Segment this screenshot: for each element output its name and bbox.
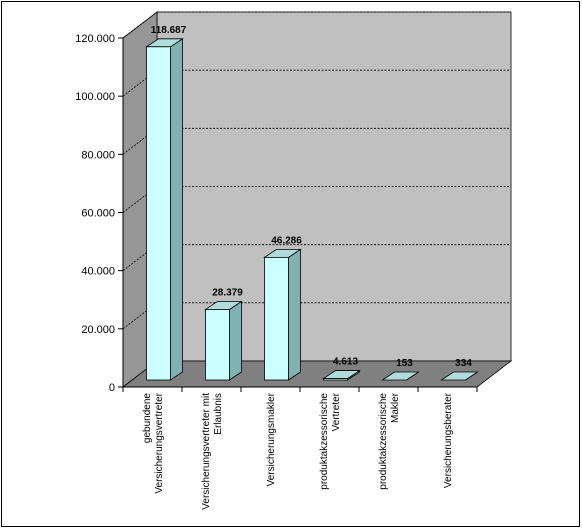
y-tick-label: 100.000 [75,91,115,103]
y-tick-label: 40.000 [81,266,115,278]
x-tick-label: Versicherungsvertreter mitErlaubnis [201,393,224,510]
y-tick-label: 60.000 [81,208,115,220]
data-label: 4.613 [333,357,358,368]
data-label: 46.286 [271,235,302,246]
data-label: 334 [455,358,472,369]
bar [322,369,361,381]
data-label: 118.687 [151,25,187,36]
y-tick-label: 80.000 [81,149,115,161]
x-tick-label: produktakzessorischeVertreter [319,392,342,489]
y-tick-label: 120.000 [75,33,115,45]
gridline-side [122,11,158,39]
x-tick-label: gebundeneVersicherungsvertreter [142,392,165,493]
bar [263,248,302,381]
data-label: 153 [396,358,413,369]
bar [204,300,243,381]
bar [440,371,479,381]
x-tick-label: Versicherungsmakler [266,392,277,486]
x-tick-label: produktakzessorischeMakler [378,392,401,489]
y-tick-label: 20.000 [81,324,115,336]
bar [145,38,184,381]
y-tick-label: 0 [109,382,115,394]
bar [381,371,420,381]
data-label: 28.379 [212,287,243,298]
x-tick-label: Versicherungsberater [443,392,454,488]
